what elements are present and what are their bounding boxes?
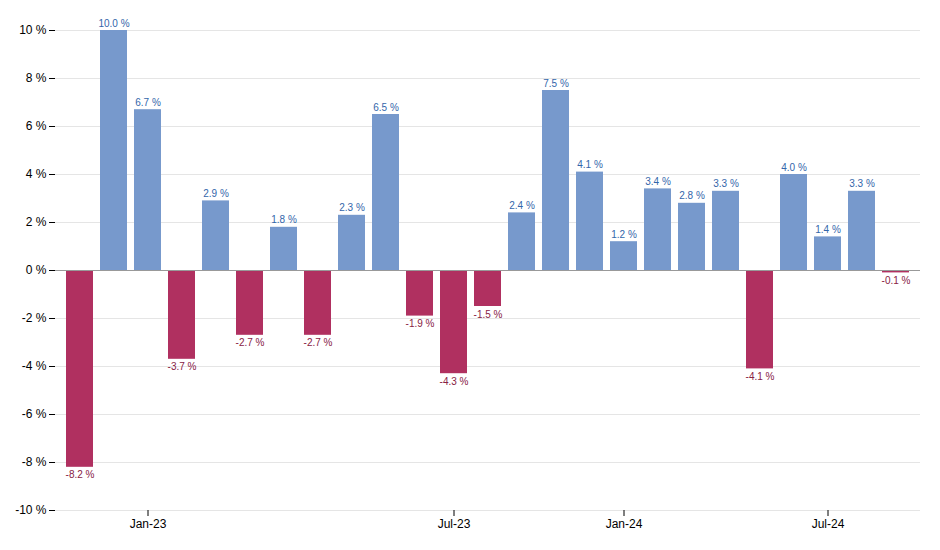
svg-text:2.8 %: 2.8 % — [679, 190, 705, 201]
svg-text:7.5 %: 7.5 % — [543, 78, 569, 89]
svg-text:2.3 %: 2.3 % — [339, 202, 365, 213]
svg-text:-0.1 %: -0.1 % — [882, 275, 911, 286]
svg-text:1.4 %: 1.4 % — [815, 224, 841, 235]
svg-text:3.3 %: 3.3 % — [713, 178, 739, 189]
svg-text:-10 %: -10 % — [15, 503, 47, 517]
svg-text:Jan-24: Jan-24 — [606, 517, 643, 531]
svg-text:6.7 %: 6.7 % — [135, 97, 161, 108]
svg-text:-6 %: -6 % — [22, 407, 47, 421]
svg-text:-2 %: -2 % — [22, 311, 47, 325]
svg-text:2 %: 2 % — [26, 215, 47, 229]
svg-text:Jul-23: Jul-23 — [438, 517, 471, 531]
svg-text:6 %: 6 % — [26, 119, 47, 133]
svg-text:3.3 %: 3.3 % — [849, 178, 875, 189]
svg-text:2.9 %: 2.9 % — [203, 188, 229, 199]
svg-text:3.4 %: 3.4 % — [645, 176, 671, 187]
svg-text:-4.1 %: -4.1 % — [746, 371, 775, 382]
svg-text:1.2 %: 1.2 % — [611, 229, 637, 240]
svg-text:1.8 %: 1.8 % — [271, 214, 297, 225]
svg-text:6.5 %: 6.5 % — [373, 102, 399, 113]
svg-text:-2.7 %: -2.7 % — [304, 337, 333, 348]
svg-text:-1.5 %: -1.5 % — [474, 309, 503, 320]
svg-text:4.0 %: 4.0 % — [781, 162, 807, 173]
svg-text:-8.2 %: -8.2 % — [66, 469, 95, 480]
svg-text:0 %: 0 % — [26, 263, 47, 277]
svg-text:-8 %: -8 % — [22, 455, 47, 469]
svg-text:10 %: 10 % — [19, 23, 47, 37]
svg-text:Jan-23: Jan-23 — [130, 517, 167, 531]
svg-text:-4 %: -4 % — [22, 359, 47, 373]
svg-text:-3.7 %: -3.7 % — [168, 361, 197, 372]
svg-text:8 %: 8 % — [26, 71, 47, 85]
svg-text:-4.3 %: -4.3 % — [440, 376, 469, 387]
svg-text:10.0 %: 10.0 % — [98, 18, 129, 29]
svg-text:4 %: 4 % — [26, 167, 47, 181]
svg-text:Jul-24: Jul-24 — [812, 517, 845, 531]
svg-text:-1.9 %: -1.9 % — [406, 318, 435, 329]
svg-text:4.1 %: 4.1 % — [577, 159, 603, 170]
svg-text:-2.7 %: -2.7 % — [236, 337, 265, 348]
svg-text:2.4 %: 2.4 % — [509, 200, 535, 211]
